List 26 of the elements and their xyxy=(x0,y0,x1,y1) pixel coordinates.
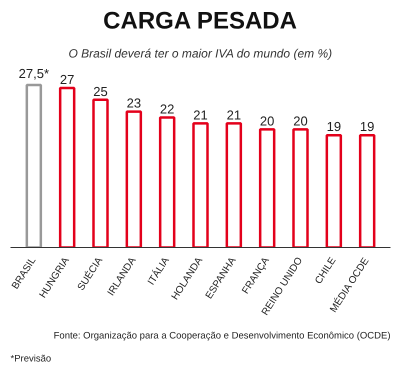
data-label: 20 xyxy=(293,113,308,128)
data-label: 25 xyxy=(93,84,108,99)
bar xyxy=(158,116,176,248)
bar xyxy=(126,110,142,248)
bar xyxy=(58,86,76,248)
data-label: 19 xyxy=(326,119,342,134)
bar xyxy=(192,122,209,248)
data-label: 21 xyxy=(226,107,242,122)
chart-title: CARGA PESADA xyxy=(103,8,297,34)
data-label: 27,5* xyxy=(18,66,50,81)
bar xyxy=(258,128,276,248)
data-label: 21 xyxy=(193,107,208,122)
bar xyxy=(292,128,309,248)
data-label: 27 xyxy=(60,72,74,87)
bar xyxy=(26,84,42,248)
text: *Previsão xyxy=(10,354,52,364)
bar xyxy=(358,134,376,248)
bar xyxy=(326,134,342,248)
chart-subtitle: O Brasil deverá ter o maior IVA do mundo (em %) xyxy=(68,46,332,60)
data-label: 23 xyxy=(126,96,142,111)
data-label: 20 xyxy=(260,113,274,128)
source-note: Fonte: Organização para a Cooperação e Desenvolvimento Econômico (OCDE) xyxy=(54,330,390,342)
data-label: 22 xyxy=(160,102,174,116)
bar xyxy=(92,98,109,248)
data-label: 19 xyxy=(360,119,374,134)
bar xyxy=(226,122,242,248)
